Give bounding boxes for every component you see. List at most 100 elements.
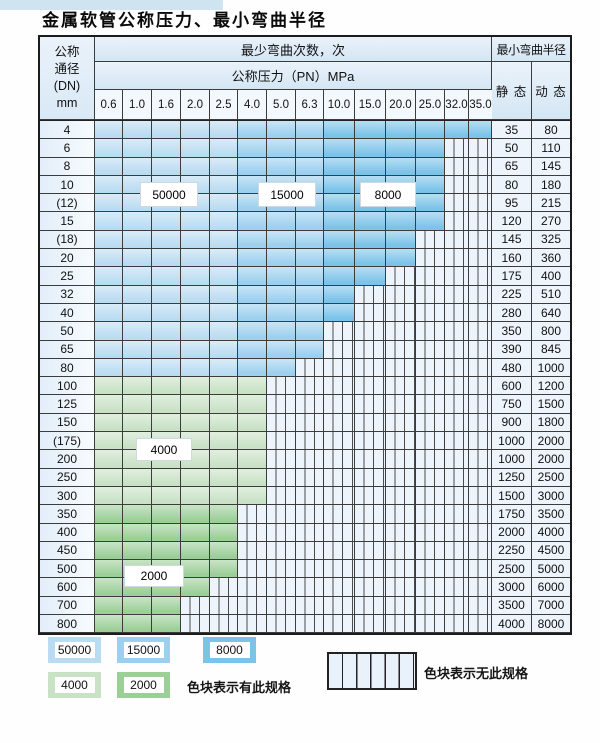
static-radius-cell: 145: [492, 230, 532, 250]
no-spec-cell: [445, 432, 469, 451]
table-row: 450 2250 4500: [40, 541, 570, 561]
no-spec-cell: [469, 560, 492, 579]
no-spec-cell: [469, 358, 492, 378]
spec-available-cell: [152, 285, 181, 304]
table-row: 600 3000 6000: [40, 578, 570, 597]
spec-available-cell: [123, 267, 152, 286]
dn-cell: 125: [40, 395, 95, 414]
spec-available-cell: [123, 541, 152, 561]
spec-available-cell: [416, 194, 445, 213]
legend-chip-2000: 2000: [117, 672, 170, 698]
spec-available-cell: [123, 285, 152, 304]
cycle-count-label: 8000: [360, 182, 416, 207]
top-accent-strip: [0, 0, 223, 10]
no-spec-cell: [416, 560, 445, 579]
dynamic-radius-cell: 1200: [532, 377, 570, 396]
spec-available-cell: [210, 175, 238, 195]
spec-available-cell: [355, 267, 386, 286]
dynamic-radius-cell: 270: [532, 212, 570, 231]
no-spec-cell: [469, 578, 492, 597]
spec-available-cell: [123, 505, 152, 524]
spec-available-cell: [355, 157, 386, 176]
dynamic-radius-cell: 325: [532, 230, 570, 250]
spec-available-cell: [386, 139, 416, 158]
spec-available-cell: [95, 212, 123, 231]
dynamic-radius-cell: 6000: [532, 578, 570, 597]
pressure-column-header: 1.0: [123, 90, 152, 120]
no-spec-cell: [445, 157, 469, 176]
no-spec-cell: [445, 230, 469, 250]
no-spec-cell: [238, 505, 267, 524]
spec-available-cell: [210, 157, 238, 176]
spec-available-cell: [95, 157, 123, 176]
dn-cell: 25: [40, 267, 95, 286]
no-spec-cell: [355, 303, 386, 323]
no-spec-cell: [386, 413, 416, 433]
spec-available-cell: [210, 340, 238, 359]
no-spec-cell: [445, 468, 469, 487]
no-spec-cell: [469, 285, 492, 304]
no-spec-cell: [416, 523, 445, 542]
spec-available-cell: [181, 560, 210, 579]
no-spec-cell: [386, 468, 416, 487]
dn-cell: (12): [40, 194, 95, 213]
table-row: 250 1250 2500: [40, 468, 570, 487]
dynamic-radius-cell: 2000: [532, 432, 570, 451]
dn-cell: 700: [40, 596, 95, 616]
legend-chip-4000: 4000: [48, 672, 101, 698]
no-spec-cell: [416, 413, 445, 433]
spec-available-cell: [210, 249, 238, 268]
static-radius-cell: 80: [492, 175, 532, 195]
no-spec-cell: [386, 523, 416, 542]
corner-line4: mm: [56, 95, 78, 110]
dynamic-radius-cell: 4000: [532, 523, 570, 542]
pressure-column-header: 0.6: [95, 90, 123, 120]
dynamic-radius-cell: 8000: [532, 615, 570, 634]
spec-available-cell: [386, 121, 416, 140]
spec-available-cell: [95, 267, 123, 286]
spec-available-cell: [95, 303, 123, 323]
spec-available-cell: [181, 523, 210, 542]
spec-available-cell: [181, 395, 210, 414]
spec-available-cell: [296, 249, 324, 268]
spec-available-cell: [386, 230, 416, 250]
legend-chip-label: 8000: [209, 642, 250, 658]
table-row: 350 1750 3500: [40, 505, 570, 524]
spec-available-cell: [238, 157, 267, 176]
spec-available-cell: [123, 322, 152, 341]
static-radius-cell: 65: [492, 157, 532, 176]
no-spec-cell: [238, 560, 267, 579]
no-spec-cell: [238, 523, 267, 542]
static-radius-cell: 175: [492, 267, 532, 286]
spec-available-cell: [181, 230, 210, 250]
table-row: 150 900 1800: [40, 413, 570, 433]
no-spec-cell: [416, 450, 445, 469]
legend-chip-label: 15000: [123, 642, 164, 658]
table-row: 800 4000 8000: [40, 615, 570, 634]
spec-available-cell: [95, 596, 123, 616]
no-spec-cell: [445, 340, 469, 359]
no-spec-cell: [267, 432, 296, 451]
spec-available-cell: [238, 377, 267, 396]
spec-available-cell: [95, 121, 123, 140]
spec-available-cell: [152, 212, 181, 231]
spec-available-cell: [123, 340, 152, 359]
spec-available-cell: [123, 249, 152, 268]
spec-available-cell: [152, 395, 181, 414]
no-spec-cell: [355, 395, 386, 414]
spec-available-cell: [210, 322, 238, 341]
spec-available-cell: [267, 285, 296, 304]
no-spec-cell: [267, 505, 296, 524]
no-spec-cell: [267, 395, 296, 414]
spec-available-cell: [267, 267, 296, 286]
dynamic-radius-cell: 400: [532, 267, 570, 286]
no-spec-cell: [469, 230, 492, 250]
no-spec-cell: [324, 560, 355, 579]
spec-available-cell: [238, 358, 267, 378]
spec-available-cell: [324, 303, 355, 323]
no-spec-cell: [416, 615, 445, 634]
static-radius-cell: 95: [492, 194, 532, 213]
hose-spec-table: 公称 通径 (DN) mm 最少弯曲次数，次 公称压力（PN）MPa 0.6 1.…: [38, 35, 572, 636]
spec-available-cell: [123, 212, 152, 231]
spec-available-cell: [238, 340, 267, 359]
